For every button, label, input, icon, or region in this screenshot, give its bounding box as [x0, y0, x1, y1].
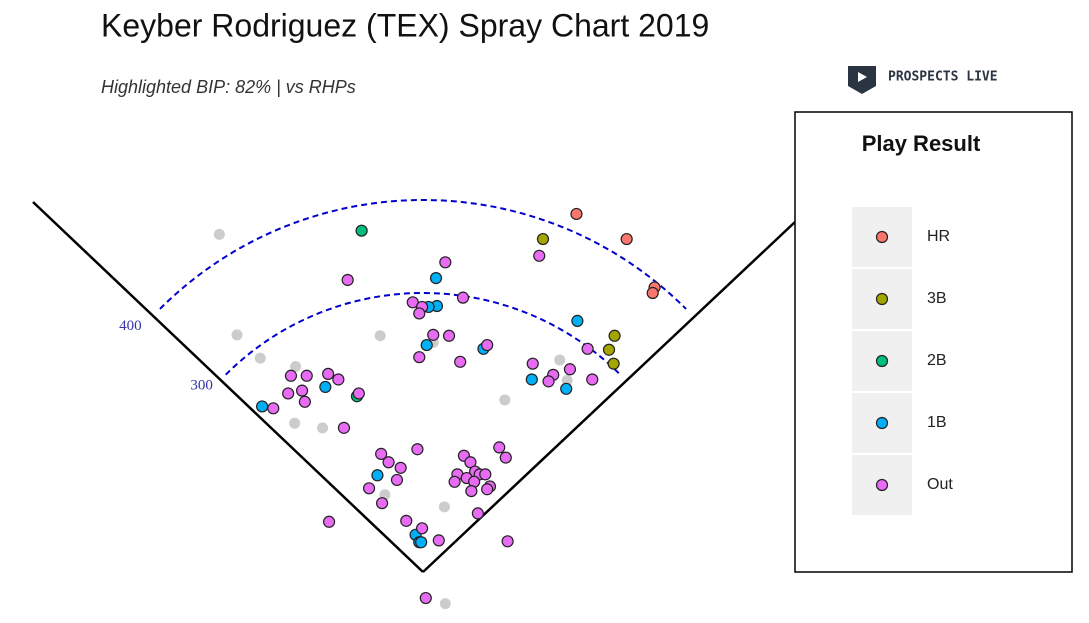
point	[481, 483, 494, 496]
point	[456, 291, 470, 304]
point	[322, 515, 336, 528]
point	[375, 497, 389, 510]
point	[570, 207, 583, 221]
point	[442, 329, 456, 342]
point	[289, 417, 301, 429]
point	[282, 387, 295, 400]
distance-label: 300	[190, 378, 213, 394]
point	[560, 382, 573, 395]
point	[586, 373, 599, 386]
point	[602, 343, 616, 356]
point	[374, 330, 386, 342]
point	[411, 443, 424, 456]
point	[231, 329, 243, 341]
point	[438, 501, 450, 513]
point	[525, 373, 538, 386]
point	[213, 228, 225, 240]
legend-label: 3B	[927, 290, 947, 307]
point	[284, 369, 298, 382]
legend-label: 2B	[927, 352, 947, 369]
legend-marker	[875, 230, 889, 244]
point	[607, 357, 620, 370]
point	[298, 395, 311, 408]
legend-label: Out	[927, 476, 953, 493]
point	[362, 482, 376, 495]
point	[267, 402, 280, 415]
legend-marker	[875, 292, 889, 306]
logo-play	[858, 72, 867, 82]
point	[375, 447, 388, 460]
point	[256, 400, 269, 413]
point	[536, 232, 550, 246]
point	[454, 355, 467, 368]
point	[341, 273, 354, 287]
point	[620, 232, 633, 246]
brand-logo: PROSPECTS LIVE	[848, 66, 998, 94]
point	[429, 272, 443, 285]
point	[322, 367, 335, 381]
point	[394, 461, 407, 474]
point	[413, 351, 426, 364]
foul-line	[32, 201, 424, 573]
brand-name: PROSPECTS LIVE	[888, 70, 998, 85]
point	[448, 475, 461, 488]
distance-arc	[225, 291, 621, 376]
point	[563, 363, 577, 376]
point	[542, 375, 555, 388]
point	[419, 591, 432, 605]
point	[300, 369, 313, 382]
point	[533, 249, 546, 262]
point	[290, 360, 302, 372]
point	[400, 514, 413, 527]
point	[415, 522, 429, 535]
point	[355, 224, 368, 237]
legend-label: HR	[927, 228, 950, 245]
point	[646, 286, 659, 300]
legend-label: 1B	[927, 414, 947, 431]
point	[439, 598, 451, 610]
point	[319, 380, 332, 394]
point	[499, 451, 512, 464]
point	[371, 469, 384, 482]
point	[413, 307, 426, 320]
point	[471, 507, 484, 520]
point	[493, 441, 506, 454]
point	[415, 536, 428, 549]
point	[526, 357, 539, 370]
point	[390, 473, 404, 487]
point	[499, 394, 511, 406]
point	[501, 535, 514, 548]
distance-label: 400	[119, 318, 142, 334]
legend-title: Play Result	[862, 131, 981, 156]
point	[337, 421, 351, 434]
logo-icon	[848, 66, 876, 94]
point	[254, 352, 266, 364]
legend-marker	[875, 478, 889, 492]
chart-subtitle: Highlighted BIP: 82% | vs RHPs	[101, 77, 356, 97]
point	[571, 314, 584, 327]
chart-title: Keyber Rodriguez (TEX) Spray Chart 2019	[101, 7, 709, 43]
point	[481, 338, 494, 352]
legend-marker	[875, 416, 889, 430]
legend-marker	[875, 354, 889, 368]
point	[420, 338, 433, 352]
point	[382, 456, 395, 469]
point	[439, 256, 452, 269]
point	[479, 468, 492, 481]
point	[581, 342, 594, 355]
point	[427, 328, 440, 341]
point	[432, 534, 445, 547]
point	[317, 422, 329, 434]
legend-box	[794, 111, 1073, 573]
point	[296, 384, 309, 397]
point	[608, 329, 621, 342]
point	[554, 354, 566, 366]
point	[352, 387, 365, 400]
point	[332, 373, 345, 386]
distance-arc	[159, 199, 687, 310]
point	[465, 484, 478, 498]
foul-line	[422, 221, 796, 573]
